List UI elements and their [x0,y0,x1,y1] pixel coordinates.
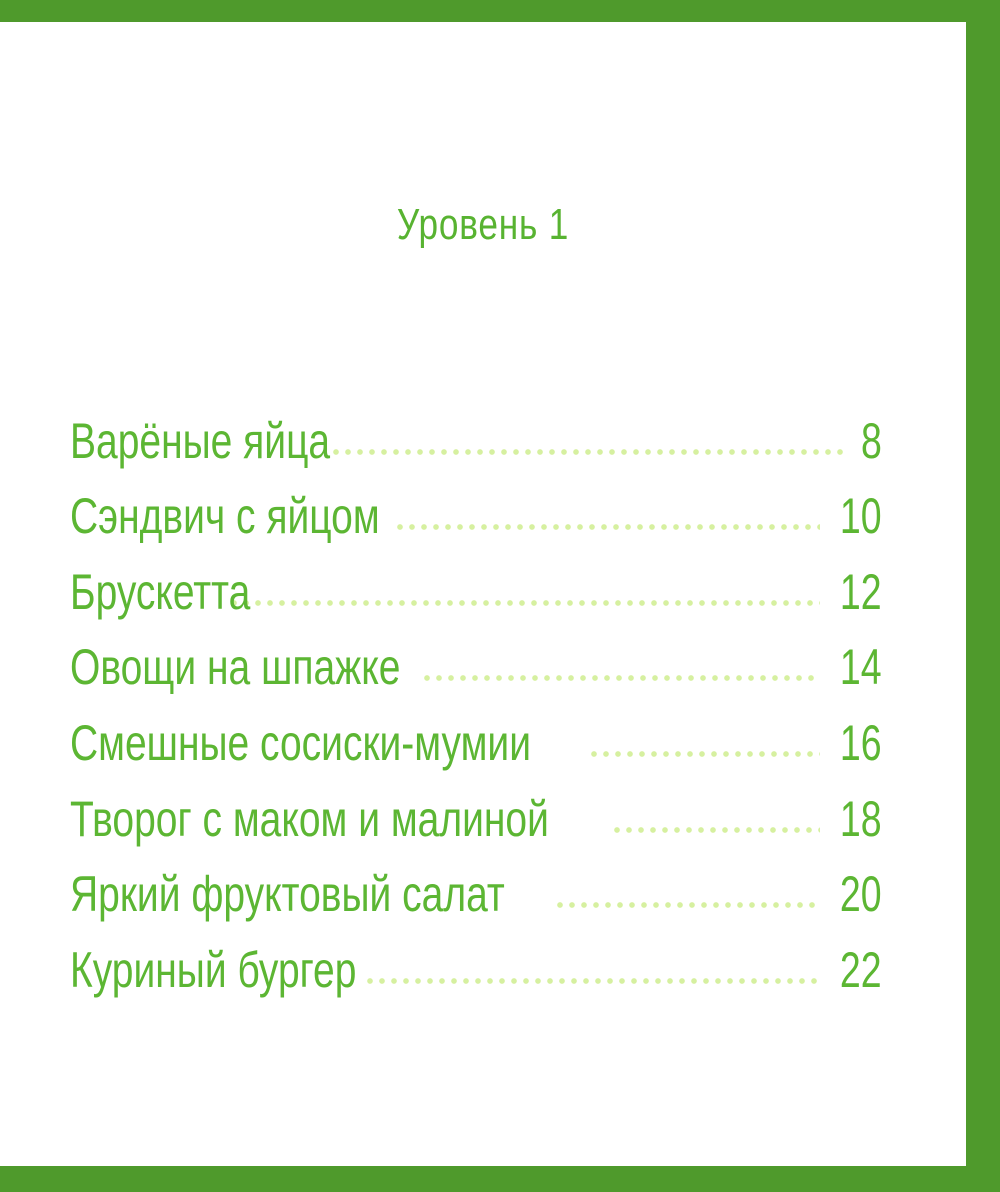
toc-entry-title: Сэндвич с яйцом [70,488,380,545]
toc-entry[interactable]: Овощи на шпажке 14 [70,622,882,698]
toc-entry[interactable]: Яркий фруктовый салат 20 [70,849,882,925]
leader-dots [554,900,821,911]
leader-dots [587,748,821,759]
toc-entry[interactable]: Смешные сосиски-мумии 16 [70,697,882,773]
toc-entry-title: Овощи на шпажке [70,639,401,696]
toc-entry-page: 20 [840,866,882,923]
toc-entry-page: 14 [840,639,882,696]
leader-dots [364,975,821,986]
leader-dots [393,522,821,533]
toc-entry-page: 16 [840,714,882,771]
toc-entry[interactable]: Творог с маком и малиной 18 [70,773,882,849]
toc-entry[interactable]: Куриный бургер 22 [70,924,882,1000]
toc-entry-page: 12 [840,563,882,620]
leader-dots [228,597,821,608]
toc-entry[interactable]: Варёные яйца 8 [70,395,882,471]
toc-entry-title: Куриный бургер [70,941,357,998]
toc-entry-title: Варёные яйца [70,412,331,469]
toc-entry-page: 8 [861,412,882,469]
toc-entry-title: Яркий фруктовый салат [70,866,505,923]
toc-entry-title: Смешные сосиски-мумии [70,714,531,771]
toc-entry-page: 22 [840,941,882,998]
toc-entry[interactable]: Сэндвич с яйцом 10 [70,471,882,547]
toc-entry-title: Творог с маком и малиной [70,790,549,847]
toc-entry-page: 10 [840,488,882,545]
table-of-contents: Варёные яйца 8 Сэндвич с яйцом 10 Брускетта 1… [70,395,882,1000]
toc-entry-page: 18 [840,790,882,847]
section-title: Уровень 1 [396,200,570,249]
toc-entry[interactable]: Брускетта 12 [70,546,882,622]
leader-dots [330,446,849,457]
toc-entry-title: Брускетта [70,563,251,620]
leader-dots [420,673,821,684]
leader-dots [610,824,821,835]
book-page: Уровень 1 Варёные яйца 8 Сэндвич с яйцом 10… [0,22,966,1166]
